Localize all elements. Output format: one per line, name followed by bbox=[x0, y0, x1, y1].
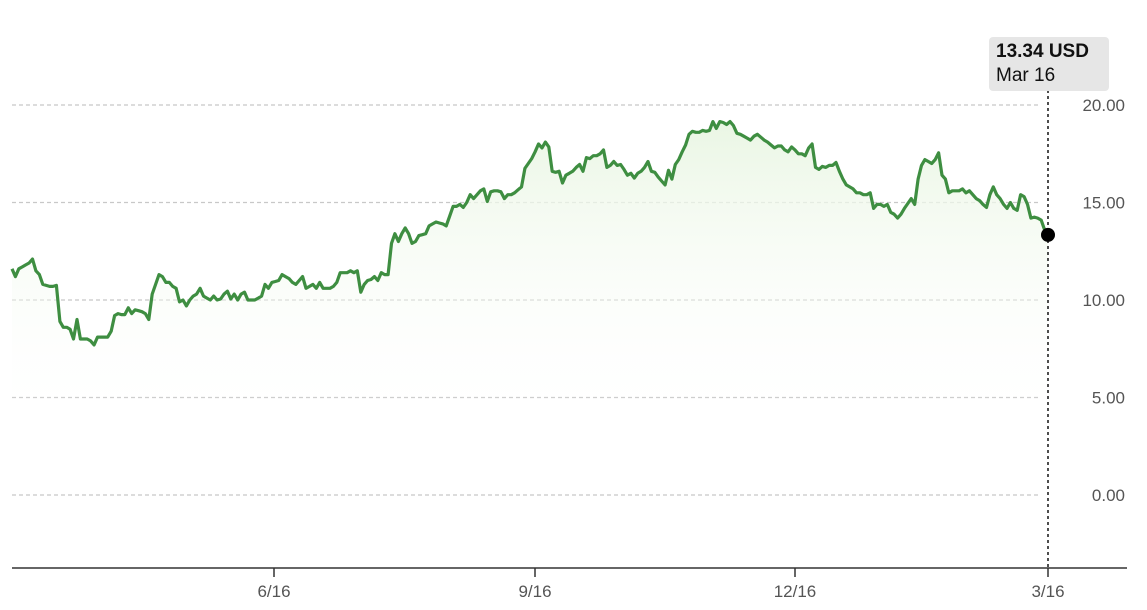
price-area bbox=[12, 121, 1048, 430]
y-tick-label: 20.00 bbox=[1082, 96, 1125, 115]
y-axis-ticks: 20.00 15.00 10.00 5.00 0.00 bbox=[1082, 96, 1125, 505]
y-tick-label: 15.00 bbox=[1082, 194, 1125, 213]
y-tick-label: 0.00 bbox=[1092, 486, 1125, 505]
x-tick-label: 6/16 bbox=[257, 582, 290, 601]
price-tooltip: 13.34 USD Mar 16 bbox=[989, 37, 1109, 91]
x-axis-ticks: 6/16 9/16 12/16 3/16 bbox=[257, 568, 1065, 601]
price-line bbox=[10, 120, 1050, 347]
x-tick-label: 12/16 bbox=[774, 582, 817, 601]
y-tick-label: 10.00 bbox=[1082, 291, 1125, 310]
tooltip-price: 13.34 USD bbox=[996, 41, 1089, 62]
tooltip-date: Mar 16 bbox=[996, 65, 1056, 86]
current-price-marker[interactable] bbox=[1041, 227, 1055, 242]
x-tick-label: 9/16 bbox=[518, 582, 551, 601]
x-tick-label: 3/16 bbox=[1031, 582, 1064, 601]
y-tick-label: 5.00 bbox=[1092, 389, 1125, 408]
